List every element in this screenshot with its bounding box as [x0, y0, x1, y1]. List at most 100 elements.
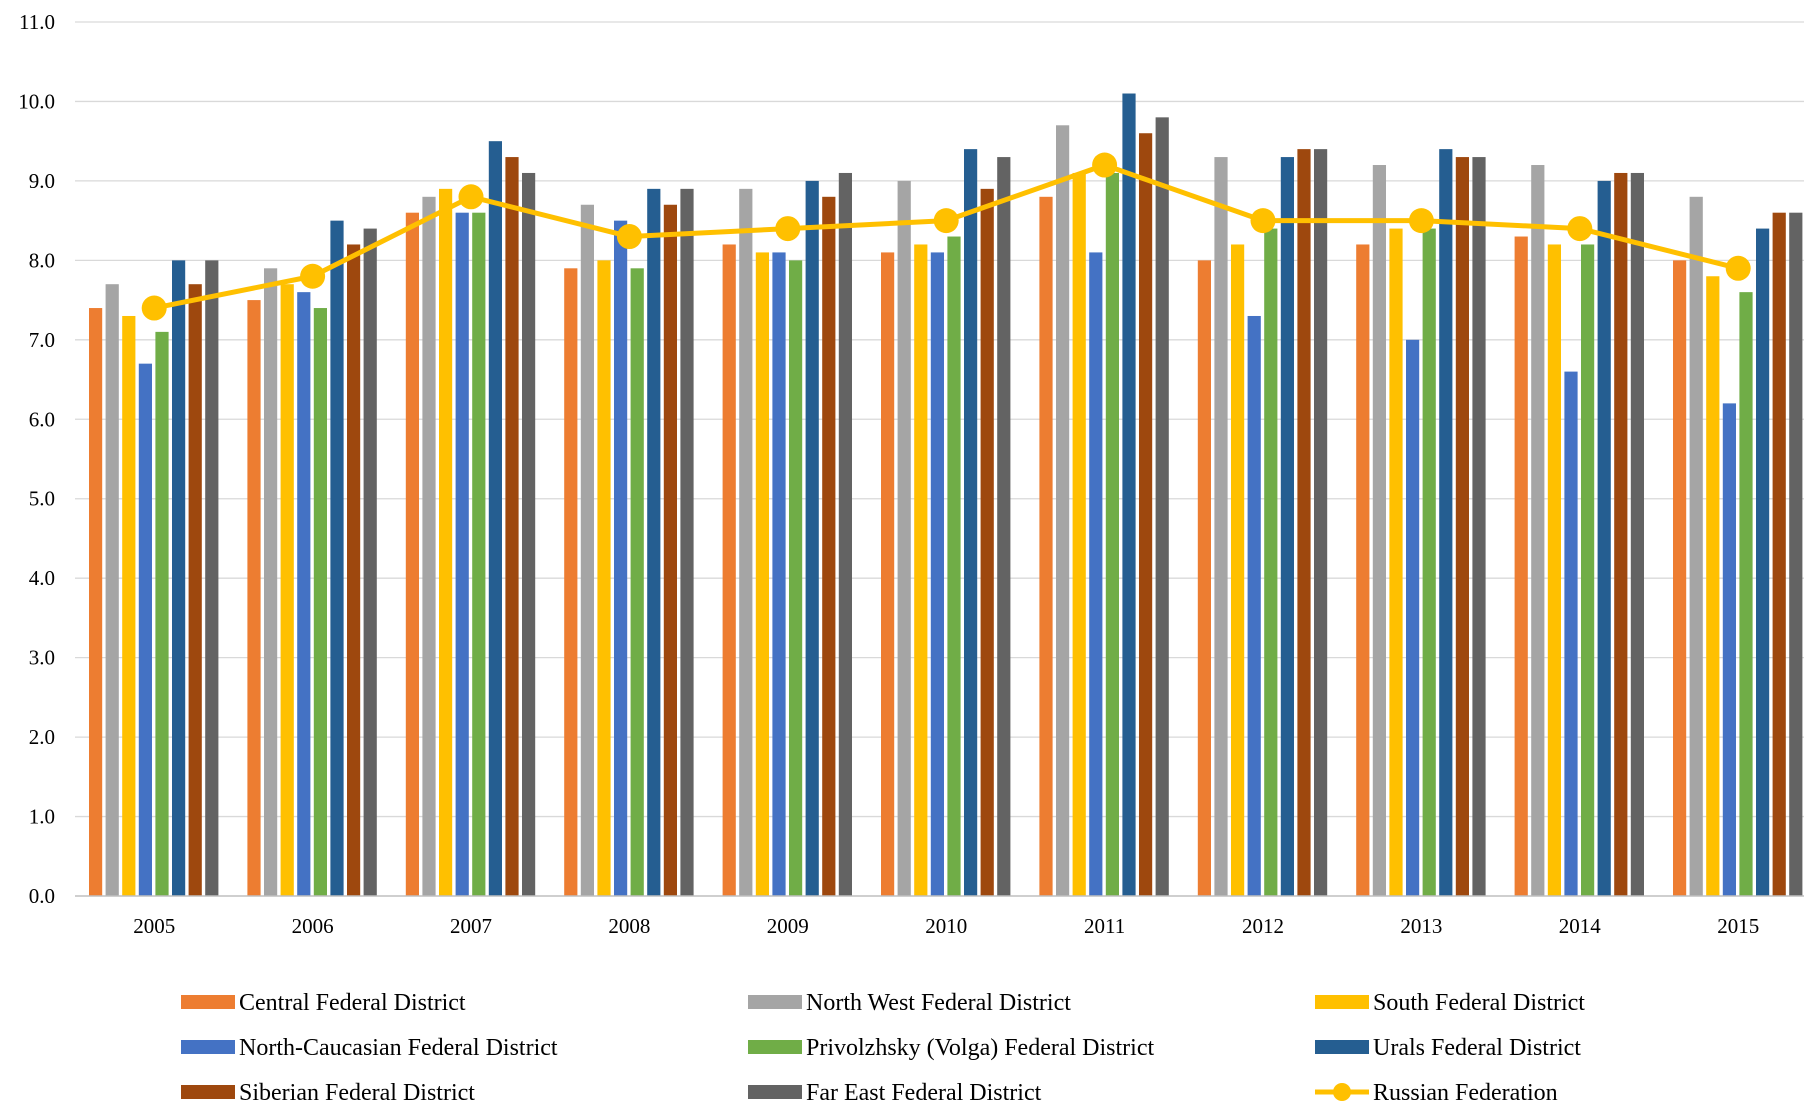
x-tick-label: 2007 — [450, 914, 492, 938]
bar — [422, 197, 435, 896]
bar — [1789, 213, 1802, 896]
bar — [947, 237, 960, 896]
line-marker — [459, 184, 484, 209]
y-tick-label: 0.0 — [29, 884, 55, 908]
bar — [1089, 252, 1102, 896]
bar — [898, 181, 911, 896]
x-tick-label: 2010 — [925, 914, 967, 938]
bar — [505, 157, 518, 896]
bar — [772, 252, 785, 896]
bar — [1198, 260, 1211, 896]
line-marker — [775, 216, 800, 241]
bar — [614, 221, 627, 896]
bar — [1723, 403, 1736, 896]
bar — [1548, 244, 1561, 896]
y-tick-label: 9.0 — [29, 169, 55, 193]
bar — [931, 252, 944, 896]
y-tick-label: 8.0 — [29, 248, 55, 272]
bar — [189, 284, 202, 896]
bar — [1581, 244, 1594, 896]
bar — [1531, 165, 1544, 896]
bar — [981, 189, 994, 896]
y-tick-label: 2.0 — [29, 725, 55, 749]
bar — [489, 141, 502, 896]
y-tick-label: 5.0 — [29, 487, 55, 511]
legend-swatch — [181, 1040, 235, 1054]
bar — [1456, 157, 1469, 896]
legend-item: Urals Federal District — [1315, 1035, 1581, 1061]
bar — [1356, 244, 1369, 896]
bar — [1073, 173, 1086, 896]
bar — [680, 189, 693, 896]
bar — [406, 213, 419, 896]
legend-swatch — [748, 995, 802, 1009]
y-tick-label: 6.0 — [29, 407, 55, 431]
bar — [106, 284, 119, 896]
russian-federation-line-path — [154, 165, 1738, 308]
line-marker — [617, 224, 642, 249]
bar — [1156, 117, 1169, 896]
x-tick-label: 2005 — [133, 914, 175, 938]
bar — [597, 260, 610, 896]
line-marker — [1567, 216, 1592, 241]
russian-federation-line — [142, 153, 1751, 321]
legend-label: South Federal District — [1373, 990, 1585, 1016]
bar — [347, 244, 360, 896]
y-tick-label: 11.0 — [19, 10, 55, 34]
bar — [581, 205, 594, 896]
legend-label: Urals Federal District — [1373, 1035, 1581, 1061]
x-tick-label: 2009 — [767, 914, 809, 938]
bar — [914, 244, 927, 896]
bar — [647, 189, 660, 896]
bar — [439, 189, 452, 896]
bar — [631, 268, 644, 896]
legend-item: North-Caucasian Federal District — [181, 1035, 558, 1061]
bar — [839, 173, 852, 896]
legend-item: North West Federal District — [748, 990, 1071, 1016]
bar — [1314, 149, 1327, 896]
bar — [1472, 157, 1485, 896]
bar — [1706, 276, 1719, 896]
legend-item: Central Federal District — [181, 990, 466, 1016]
bar — [155, 332, 168, 896]
y-tick-label: 1.0 — [29, 805, 55, 829]
line-marker — [1092, 153, 1117, 178]
legend-item: Siberian Federal District — [181, 1080, 475, 1105]
bar — [1106, 173, 1119, 896]
line-marker — [1409, 208, 1434, 233]
bar — [1598, 181, 1611, 896]
bar — [1264, 229, 1277, 896]
bar — [756, 252, 769, 896]
bar — [1690, 197, 1703, 896]
bar — [1564, 372, 1577, 896]
line-marker — [142, 296, 167, 321]
bar — [172, 260, 185, 896]
bar — [739, 189, 752, 896]
bar — [1214, 157, 1227, 896]
line-marker — [300, 264, 325, 289]
x-tick-label: 2006 — [292, 914, 334, 938]
legend: Central Federal District North West Feder… — [181, 990, 1585, 1105]
bar — [1631, 173, 1644, 896]
x-tick-label: 2012 — [1242, 914, 1284, 938]
legend-swatch-marker — [1333, 1083, 1351, 1101]
bar — [1297, 149, 1310, 896]
bar — [1248, 316, 1261, 896]
x-tick-label: 2015 — [1717, 914, 1759, 938]
y-tick-label: 4.0 — [29, 566, 55, 590]
bar — [723, 244, 736, 896]
legend-label: Privolzhsky (Volga) Federal District — [806, 1035, 1154, 1061]
bar — [881, 252, 894, 896]
bar — [997, 157, 1010, 896]
bar — [564, 268, 577, 896]
bar — [297, 292, 310, 896]
bar — [139, 364, 152, 896]
y-tick-label: 3.0 — [29, 646, 55, 670]
bar — [1773, 213, 1786, 896]
bar — [1515, 237, 1528, 896]
bar — [1423, 229, 1436, 896]
bar — [456, 213, 469, 896]
bar — [664, 205, 677, 896]
legend-swatch — [181, 1085, 235, 1099]
